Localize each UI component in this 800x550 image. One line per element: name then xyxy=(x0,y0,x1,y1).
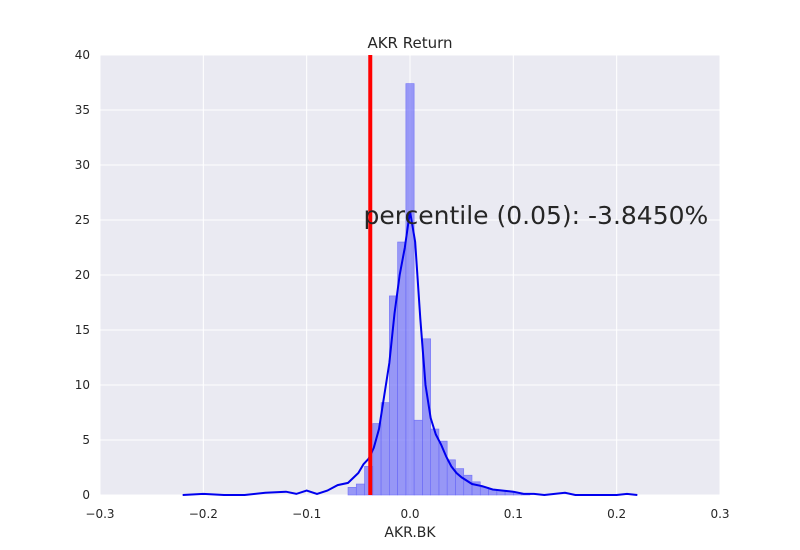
y-tick-label: 5 xyxy=(82,433,90,447)
y-tick-label: 30 xyxy=(75,158,90,172)
kde-curve xyxy=(182,211,638,497)
histogram-bar xyxy=(347,486,357,496)
y-tick-label: 35 xyxy=(75,103,90,117)
y-tick-label: 40 xyxy=(75,48,90,62)
y-tick-labels: 0 5 10 15 20 25 30 35 40 xyxy=(75,48,90,502)
x-tick-label: −0.3 xyxy=(85,507,114,521)
x-tick-label: 0.0 xyxy=(400,507,419,521)
y-tick-label: 0 xyxy=(82,488,90,502)
x-axis-label: AKR.BK xyxy=(384,525,436,541)
x-tick-label: 0.1 xyxy=(504,507,523,521)
histogram-bar xyxy=(413,419,423,496)
histogram-bar xyxy=(463,474,473,496)
y-tick-label: 10 xyxy=(75,378,90,392)
histogram-bar xyxy=(405,83,415,496)
histogram-bars xyxy=(347,83,531,496)
chart-title: AKR Return xyxy=(367,34,452,52)
x-tick-label: −0.2 xyxy=(189,507,218,521)
histogram-bar xyxy=(380,402,390,496)
y-tick-label: 25 xyxy=(75,213,90,227)
y-tick-label: 15 xyxy=(75,323,90,337)
y-tick-label: 20 xyxy=(75,268,90,282)
x-tick-label: −0.1 xyxy=(292,507,321,521)
x-tick-label: 0.2 xyxy=(607,507,626,521)
x-tick-labels: −0.3 −0.2 −0.1 0.0 0.1 0.2 0.3 xyxy=(85,507,729,521)
histogram-bar xyxy=(355,483,365,496)
percentile-annotation: percentile (0.05): -3.8450% xyxy=(364,201,709,230)
x-tick-label: 0.3 xyxy=(710,507,729,521)
